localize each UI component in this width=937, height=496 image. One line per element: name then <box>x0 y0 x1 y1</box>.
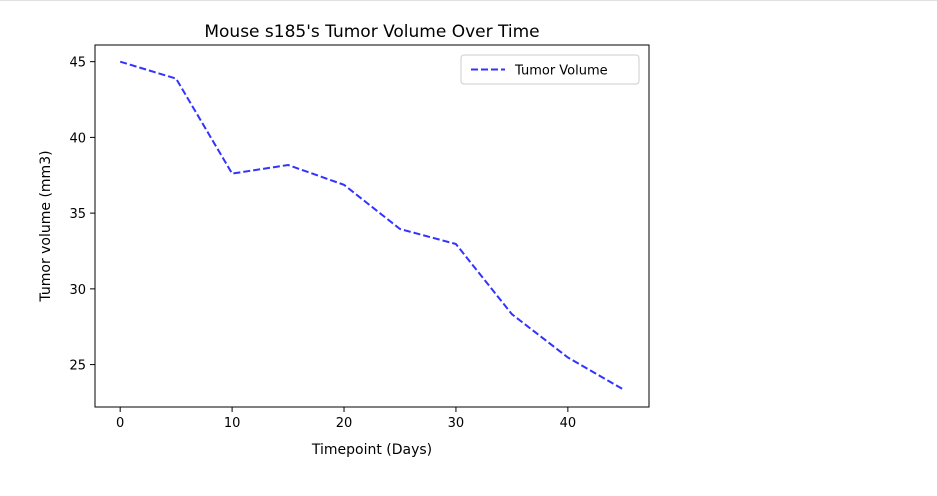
legend-box <box>460 54 640 85</box>
series-line <box>119 60 625 391</box>
y-tick-label: 25 <box>69 359 86 374</box>
y-tick-label: 40 <box>69 131 86 146</box>
top-divider <box>0 0 937 1</box>
x-tick-label: 30 <box>448 416 465 431</box>
y-tick-label: 30 <box>69 283 86 298</box>
x-tick-label: 0 <box>116 416 124 431</box>
x-tick-label: 40 <box>560 416 577 431</box>
x-axis-label: Timepoint (Days) <box>311 442 432 458</box>
x-tick-label: 10 <box>224 416 241 431</box>
y-axis-ticks: 25 30 35 40 45 <box>69 56 95 374</box>
x-tick-label: 20 <box>336 416 353 431</box>
y-axis-label: Tumor volume (mm3) <box>38 150 54 302</box>
x-axis-ticks: 0 10 20 30 40 <box>116 407 576 431</box>
series-layer <box>119 60 625 391</box>
legend-entry-label: Tumor Volume <box>514 64 608 79</box>
chart-title: Mouse s185's Tumor Volume Over Time <box>204 22 539 42</box>
y-tick-label: 45 <box>69 56 86 71</box>
legend: Tumor Volume <box>460 54 640 85</box>
plot-frame <box>94 44 650 408</box>
y-tick-label: 35 <box>69 207 86 222</box>
